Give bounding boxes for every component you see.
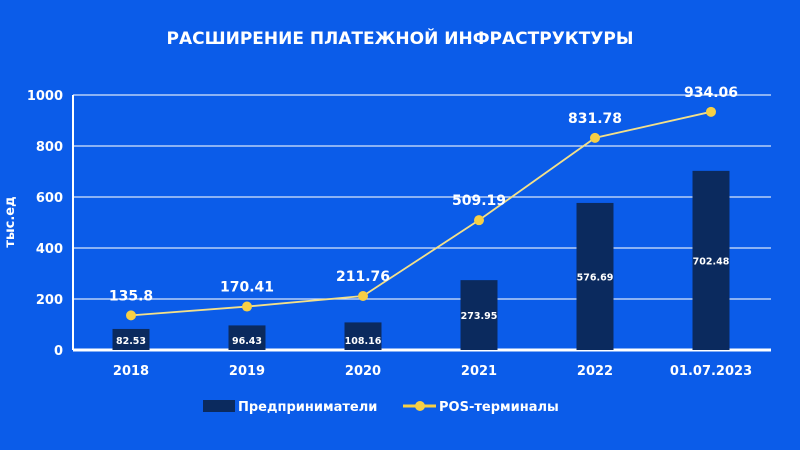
line-point	[590, 132, 600, 143]
y-tick-label: 1000	[27, 89, 63, 104]
bar	[692, 170, 730, 350]
line-point	[474, 215, 484, 226]
bar	[576, 202, 614, 350]
x-tick-label: 2018	[113, 364, 149, 379]
bar	[344, 322, 382, 350]
legend-swatch-bar	[203, 400, 235, 412]
legend-label-line: POS-терминалы	[439, 400, 559, 415]
bar-value-label: 576.69	[577, 272, 614, 283]
y-tick-label: 600	[36, 191, 63, 206]
x-tick-label: 2019	[229, 364, 265, 379]
chart-title: РАСШИРЕНИЕ ПЛАТЕЖНОЙ ИНФРАСТРУКТУРЫ	[167, 27, 634, 49]
line-value-label: 934.06	[684, 85, 738, 101]
bar	[228, 325, 266, 350]
bar-value-label: 273.95	[461, 311, 498, 322]
line-value-label: 509.19	[452, 193, 506, 209]
line-point	[706, 106, 716, 117]
line-value-label: 170.41	[220, 280, 274, 296]
line-point	[126, 310, 136, 321]
bar	[112, 328, 150, 350]
bar-value-label: 82.53	[116, 336, 146, 347]
legend: Предприниматели POS-терминалы	[203, 400, 559, 415]
bar-value-label: 96.43	[232, 336, 262, 347]
y-tick-label: 800	[36, 140, 63, 155]
line-value-label: 831.78	[568, 111, 622, 127]
bar-value-label: 702.48	[693, 256, 730, 267]
line-point	[358, 291, 368, 302]
pos-line	[130, 110, 712, 317]
x-tick-label: 2022	[577, 364, 613, 379]
y-axis-label: тыс.ед	[3, 196, 18, 247]
y-tick-label: 0	[54, 344, 63, 359]
bar-value-label: 108.16	[345, 336, 382, 347]
y-tick-label: 400	[36, 242, 63, 257]
legend-label-bar: Предприниматели	[238, 400, 377, 415]
y-tick-label: 200	[36, 293, 63, 308]
bar	[460, 280, 498, 350]
x-tick-label: 2021	[461, 364, 497, 379]
line-value-label: 135.8	[109, 288, 153, 304]
x-tick-label: 01.07.2023	[670, 364, 752, 379]
line-value-label: 211.76	[336, 269, 390, 285]
line-point	[242, 301, 252, 312]
legend-swatch-marker	[415, 401, 425, 411]
x-tick-label: 2020	[345, 364, 381, 379]
